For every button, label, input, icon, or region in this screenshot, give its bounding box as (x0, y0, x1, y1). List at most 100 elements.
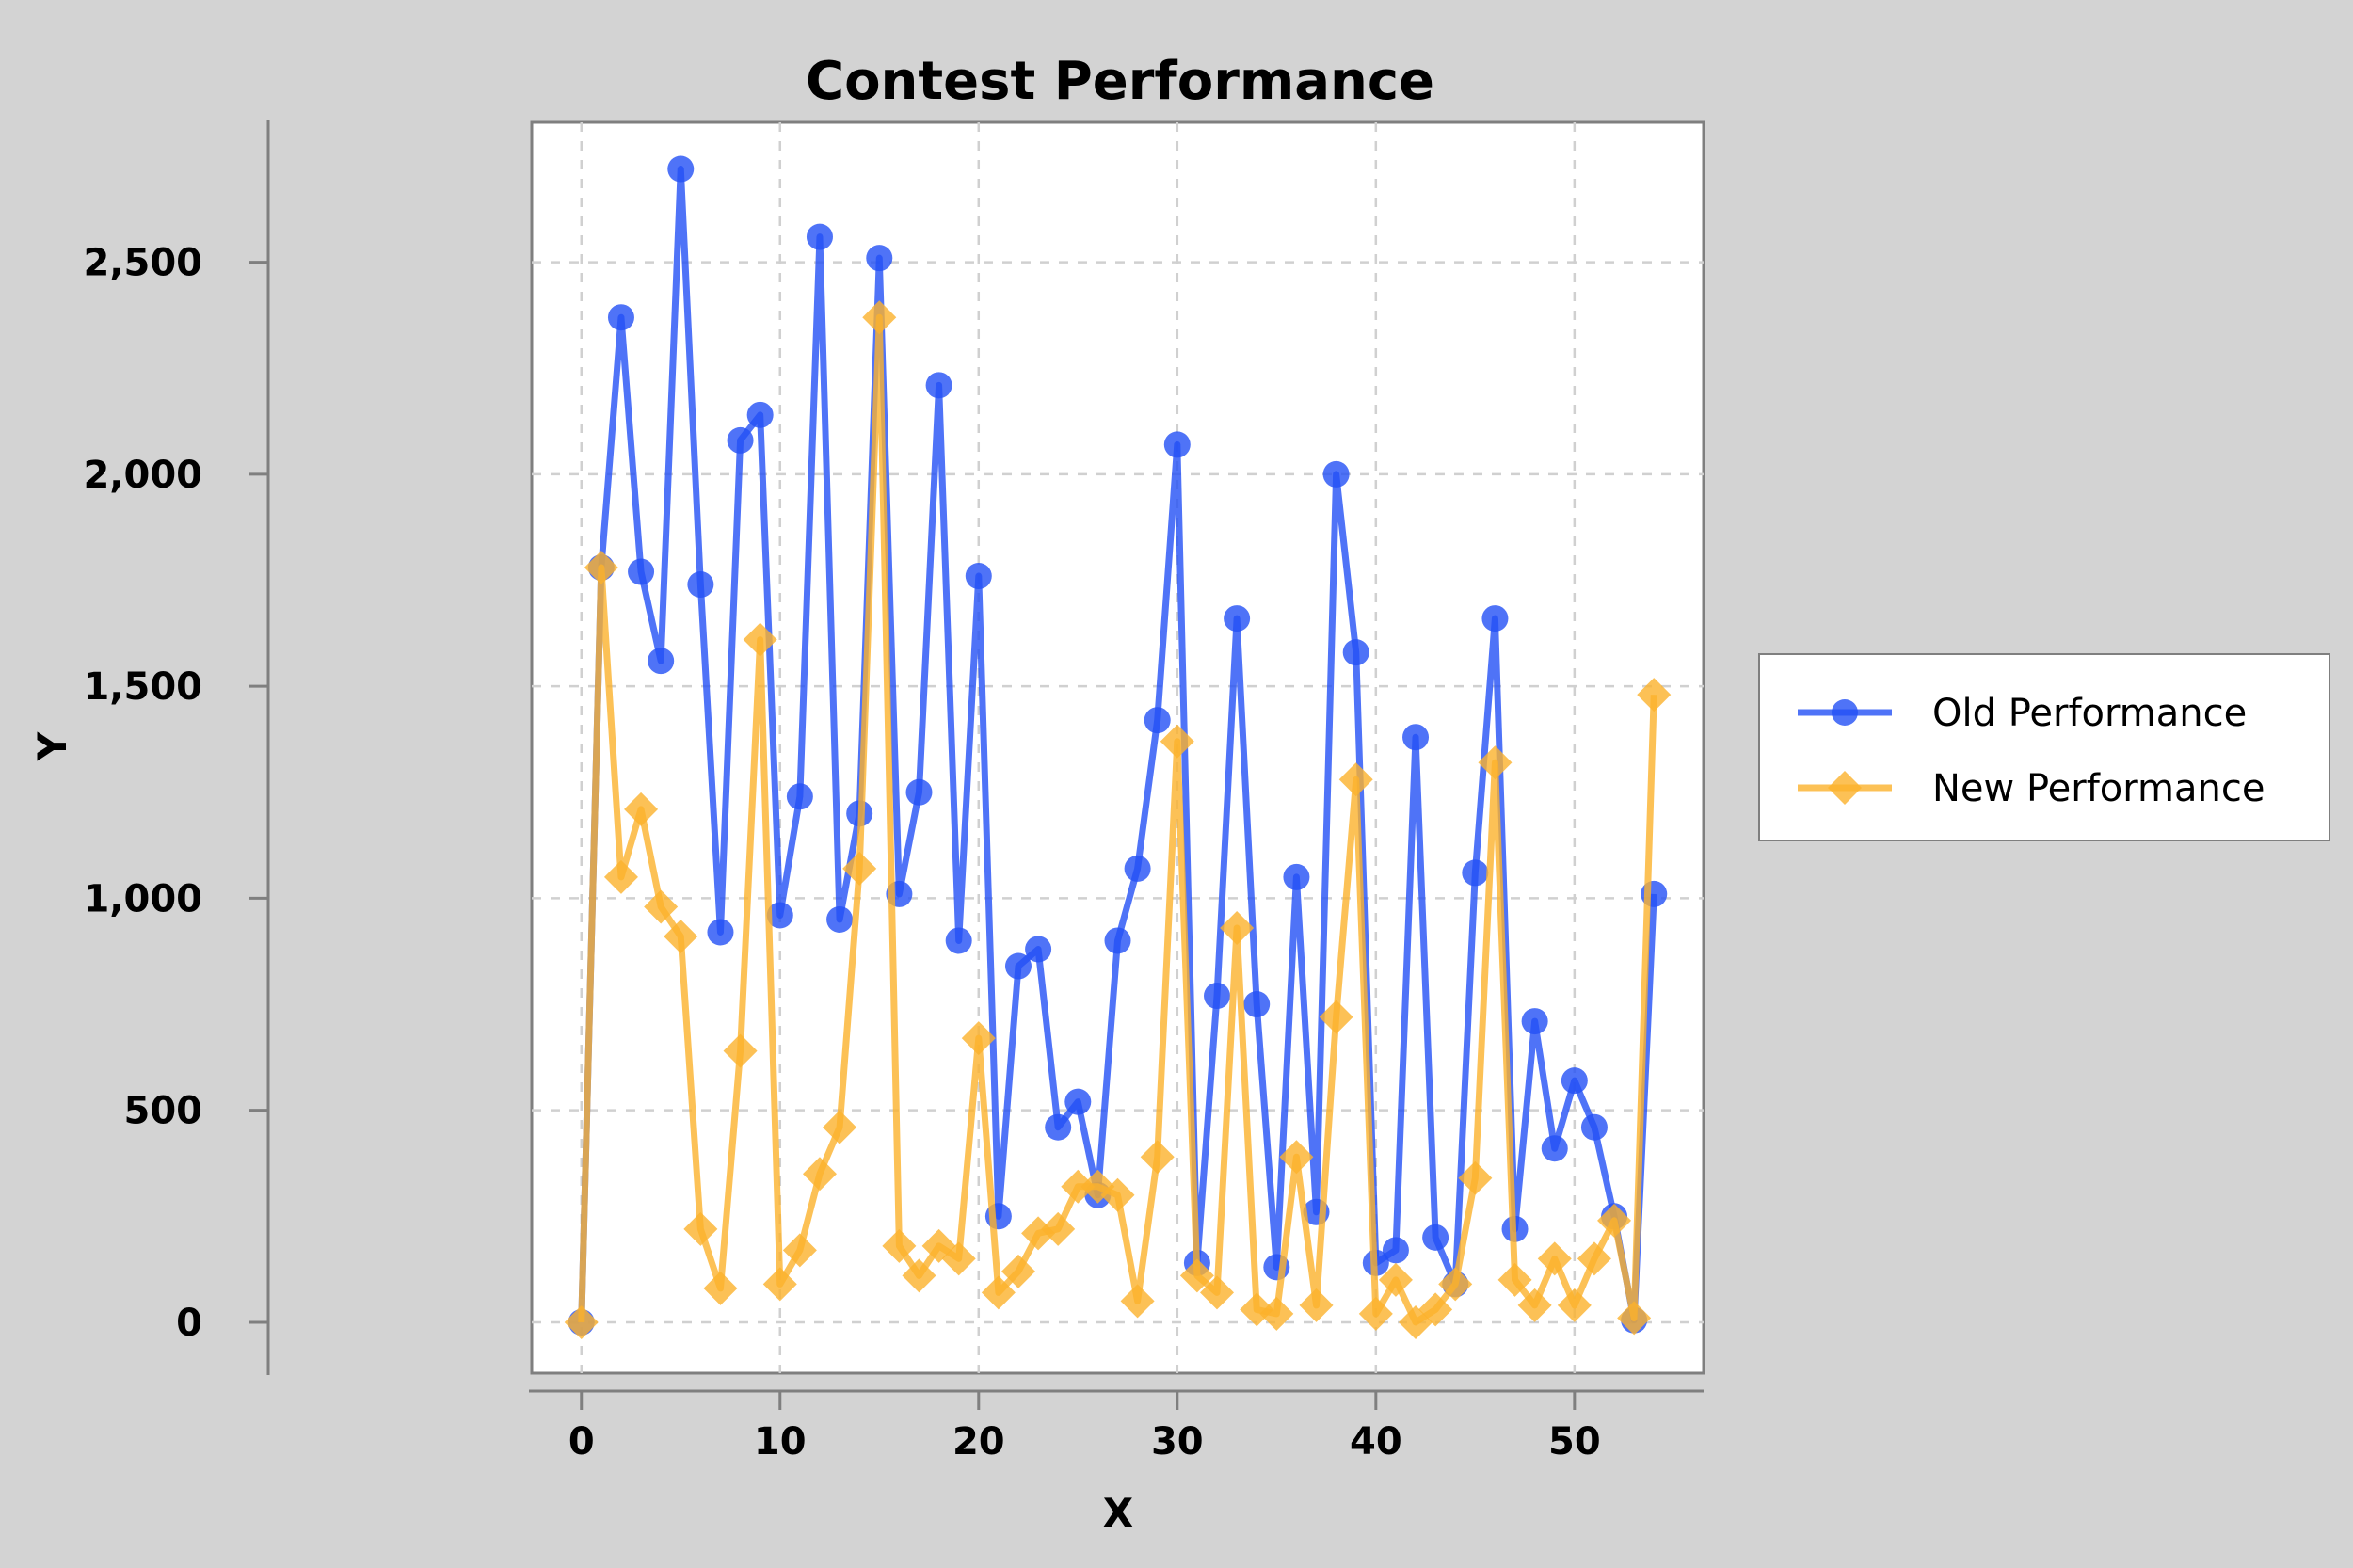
data-point (1100, 1177, 1135, 1212)
legend-label: New Performance (1932, 767, 2265, 810)
data-point (1617, 1301, 1652, 1336)
y-tick-label: 500 (124, 1090, 203, 1133)
data-point (703, 1271, 738, 1305)
data-point (628, 558, 655, 585)
data-point (842, 851, 877, 886)
data-point (1462, 859, 1489, 887)
data-point (1338, 762, 1373, 797)
series-layer (564, 155, 1672, 1339)
data-point (766, 902, 793, 929)
series-new-performance (564, 300, 1672, 1339)
data-point (1004, 952, 1032, 980)
data-point (1521, 1008, 1548, 1035)
data-point (1220, 910, 1255, 945)
data-point (1259, 1296, 1294, 1331)
data-point (1322, 460, 1350, 488)
data-point (1104, 927, 1131, 954)
data-point (806, 223, 833, 250)
data-point (1378, 1262, 1413, 1297)
data-point (1637, 678, 1672, 712)
data-point (1061, 1169, 1096, 1204)
data-point (762, 1267, 797, 1302)
data-point (786, 783, 813, 810)
data-point (782, 1233, 817, 1268)
data-point (802, 1157, 837, 1192)
data-point (1481, 605, 1509, 632)
data-point (564, 1304, 599, 1339)
data-point (1541, 1135, 1568, 1162)
data-point (743, 622, 777, 657)
data-point (941, 1241, 976, 1276)
data-point (1478, 745, 1513, 780)
data-point (1120, 1284, 1155, 1319)
data-point (1041, 1211, 1076, 1246)
data-point (1561, 1067, 1588, 1095)
data-point (1319, 1000, 1353, 1034)
data-point (727, 426, 754, 454)
data-point (882, 1228, 917, 1263)
data-point (644, 889, 679, 924)
data-point (1160, 724, 1194, 759)
data-point (603, 859, 638, 894)
data-point (746, 401, 774, 428)
legend-marker (1832, 699, 1858, 726)
x-tick-label: 50 (1548, 1420, 1601, 1464)
data-point (1422, 1224, 1449, 1251)
data-point (1597, 1203, 1632, 1238)
data-point (1045, 1113, 1072, 1141)
data-point (683, 1211, 718, 1246)
y-axis-title: Y (29, 731, 75, 761)
x-tick-label: 40 (1350, 1420, 1402, 1464)
data-point (584, 551, 618, 585)
grid-lines (532, 122, 1704, 1373)
legend: Old Performance New Performance (1758, 653, 2330, 841)
data-point (925, 372, 952, 399)
data-point (1283, 863, 1310, 890)
legend-marker (1828, 771, 1862, 805)
y-tick-label: 1,500 (83, 665, 202, 709)
x-tick-label: 0 (568, 1420, 595, 1464)
data-point (826, 905, 854, 933)
data-point (862, 300, 897, 335)
data-point (1517, 1288, 1552, 1322)
data-point (687, 571, 714, 599)
x-axis-title: X (1103, 1490, 1133, 1536)
data-point (1438, 1267, 1473, 1302)
data-point (667, 155, 695, 183)
y-tick-label: 2,500 (83, 242, 202, 285)
data-point (866, 245, 893, 272)
x-tick-label: 20 (952, 1420, 1005, 1464)
data-point (1458, 1160, 1493, 1195)
data-point (1358, 1296, 1393, 1331)
legend-box (1758, 653, 2330, 841)
data-point (1580, 1113, 1608, 1141)
data-point (1299, 1288, 1334, 1322)
x-tick-label: 10 (754, 1420, 807, 1464)
data-point (905, 778, 933, 806)
data-point (1124, 855, 1151, 882)
y-tick-label: 0 (176, 1302, 202, 1345)
data-point (664, 919, 698, 953)
data-point (1402, 724, 1430, 751)
data-point (1144, 707, 1171, 734)
data-point (1382, 1237, 1409, 1264)
data-point (1497, 1262, 1532, 1297)
data-point (723, 1033, 758, 1068)
data-point (1179, 1258, 1214, 1293)
data-point (902, 1258, 936, 1293)
data-point (707, 919, 734, 946)
data-point (1537, 1241, 1572, 1276)
data-point (1577, 1241, 1611, 1276)
data-point (1064, 1088, 1092, 1115)
data-point (823, 1110, 857, 1144)
data-point (945, 927, 972, 954)
data-point (1243, 991, 1271, 1018)
y-tick-label: 1,000 (83, 877, 202, 920)
data-point (1342, 639, 1369, 666)
legend-label: Old Performance (1932, 692, 2247, 735)
data-point (1418, 1292, 1453, 1327)
data-point (1000, 1254, 1035, 1288)
x-axis-ticks: 0 10 20 30 40 50 (568, 1391, 1601, 1464)
x-tick-label: 30 (1151, 1420, 1204, 1464)
